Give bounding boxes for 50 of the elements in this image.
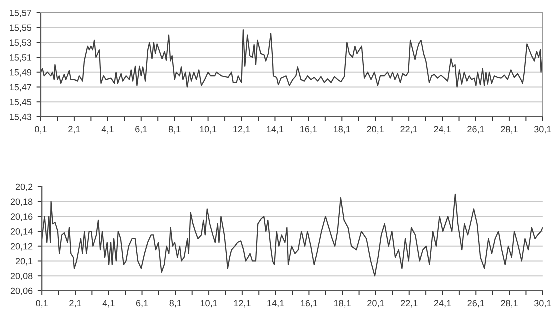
x-tick-label: 16,1 — [301, 300, 318, 308]
x-tick-label: 28,1 — [501, 126, 518, 134]
y-tick-label: 15,55 — [10, 24, 32, 32]
x-tick-label: 10,1 — [200, 126, 217, 134]
x-tick-label: 20,1 — [368, 300, 384, 308]
line-series — [40, 29, 543, 88]
y-tick-label: 15,47 — [10, 84, 32, 92]
y-tick-label: 20,18 — [10, 198, 33, 206]
x-tick-label: 4,1 — [102, 300, 115, 308]
y-tick-label: 15,45 — [10, 99, 32, 107]
y-tick-label: 20,12 — [10, 243, 33, 251]
x-tick-label: 10,1 — [200, 300, 218, 308]
x-tick-label: 18,1 — [334, 126, 350, 134]
y-tick-label: 20,1 — [16, 258, 33, 266]
y-tick-label: 20,16 — [10, 214, 33, 222]
y-tick-label: 20,2 — [16, 184, 33, 192]
x-tick-label: 8,1 — [168, 126, 181, 134]
y-tick-label: 20,14 — [10, 228, 33, 236]
x-tick-label: 0,1 — [36, 300, 48, 308]
x-tick-label: 0,1 — [35, 126, 47, 134]
x-tick-label: 30,1 — [534, 300, 552, 308]
line-series — [42, 194, 543, 277]
y-tick-label: 15,49 — [10, 69, 32, 77]
x-tick-label: 6,1 — [136, 300, 148, 308]
y-tick-label: 15,43 — [10, 114, 32, 122]
x-tick-label: 12,1 — [234, 126, 250, 134]
y-tick-label: 15,57 — [10, 10, 32, 18]
x-tick-label: 6,1 — [136, 126, 148, 134]
x-tick-label: 26,1 — [468, 300, 484, 308]
x-tick-label: 2,1 — [68, 126, 80, 134]
y-tick-label: 15,53 — [10, 40, 32, 48]
x-tick-label: 24,1 — [434, 126, 451, 134]
x-tick-label: 12,1 — [234, 300, 251, 308]
x-tick-label: 8,1 — [170, 300, 182, 308]
x-tick-label: 30,1 — [534, 126, 552, 134]
x-tick-label: 4,1 — [102, 126, 114, 134]
x-tick-label: 28,1 — [501, 300, 518, 308]
y-tick-label: 15,51 — [10, 54, 32, 62]
x-tick-label: 22,1 — [400, 126, 418, 134]
x-tick-label: 22,1 — [401, 300, 418, 308]
x-tick-label: 14,1 — [268, 300, 284, 308]
x-tick-label: 16,1 — [300, 126, 318, 134]
x-tick-label: 2,1 — [70, 300, 82, 308]
y-tick-label: 20,06 — [10, 288, 33, 296]
y-tick-label: 20,08 — [10, 273, 33, 281]
x-tick-label: 14,1 — [267, 126, 284, 134]
x-tick-label: 24,1 — [434, 300, 452, 308]
x-tick-label: 26,1 — [468, 126, 484, 134]
x-tick-label: 20,1 — [367, 126, 384, 134]
x-tick-label: 18,1 — [334, 300, 351, 308]
